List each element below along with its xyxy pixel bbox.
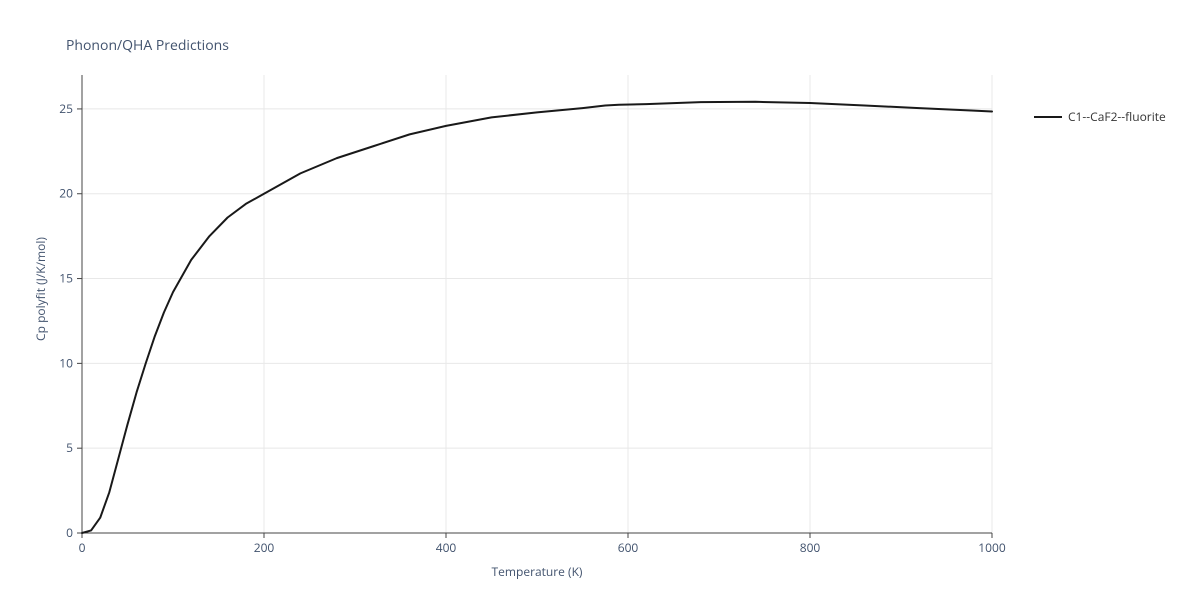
line-chart[interactable]: 0 200 400 600 800 1000 0 5 10 15 20 25 bbox=[0, 0, 1200, 600]
y-tick-label: 10 bbox=[59, 354, 73, 371]
y-tick-label: 20 bbox=[59, 185, 73, 202]
y-tick-label: 25 bbox=[59, 100, 73, 117]
x-tick-label: 0 bbox=[79, 539, 86, 556]
x-tick-label: 200 bbox=[254, 539, 275, 556]
x-tick-label: 1000 bbox=[978, 539, 1006, 556]
x-tick-label: 800 bbox=[800, 539, 821, 556]
y-tick-label: 5 bbox=[66, 439, 73, 456]
x-tick-label: 600 bbox=[618, 539, 639, 556]
series-line[interactable] bbox=[82, 102, 992, 533]
y-tick-label: 0 bbox=[66, 524, 73, 541]
y-tick-label: 15 bbox=[59, 270, 73, 287]
x-tick-label: 400 bbox=[436, 539, 457, 556]
